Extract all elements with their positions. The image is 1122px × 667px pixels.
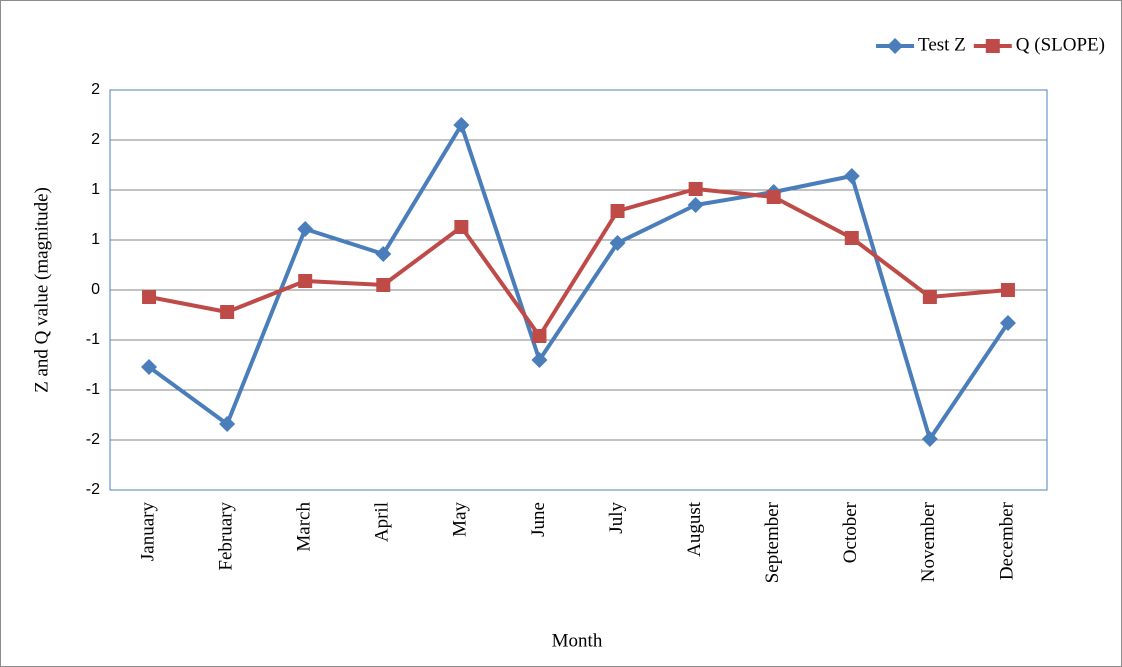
data-point xyxy=(454,220,469,234)
data-point xyxy=(142,290,157,304)
y-tick-label: 1 xyxy=(91,181,100,198)
x-tick-label: May xyxy=(450,502,471,537)
x-tick-label: March xyxy=(294,502,315,552)
x-tick-label: November xyxy=(918,501,939,582)
x-tick-label: October xyxy=(840,501,861,563)
data-point xyxy=(376,278,391,292)
data-point xyxy=(687,197,704,213)
data-point xyxy=(844,231,859,245)
data-point xyxy=(1000,283,1015,297)
data-point xyxy=(220,305,235,319)
y-axis-label: Z and Q value (magnitude) xyxy=(31,187,52,393)
plot-frame xyxy=(109,89,1048,491)
x-tick-label: September xyxy=(762,501,783,583)
data-point xyxy=(688,182,703,196)
legend-marker xyxy=(985,39,1000,53)
x-tick-label: June xyxy=(528,502,549,537)
series-line xyxy=(148,187,1009,338)
y-tick-label: 0 xyxy=(91,281,100,298)
y-tick-label: -1 xyxy=(86,381,100,398)
y-tick-label: 2 xyxy=(91,131,100,148)
data-point xyxy=(843,168,860,184)
data-point xyxy=(297,221,314,237)
data-point xyxy=(141,359,158,375)
legend: Q (SLOPE) Test Z xyxy=(876,34,1105,55)
data-point xyxy=(610,204,625,218)
y-tick-label: 2 xyxy=(91,81,100,98)
data-point xyxy=(999,315,1016,331)
x-tick-label: January xyxy=(137,502,158,562)
x-tick-label: December xyxy=(996,501,1017,580)
data-point xyxy=(766,190,781,204)
data-point xyxy=(219,416,236,432)
data-point xyxy=(531,352,548,368)
legend-label: Q (SLOPE) xyxy=(1016,34,1105,55)
x-tick-label: February xyxy=(215,502,236,571)
data-point xyxy=(922,290,937,304)
x-tick-label: April xyxy=(372,502,393,542)
data-point xyxy=(298,274,313,288)
y-tick-label: 1 xyxy=(91,231,100,248)
y-tick-label: -1 xyxy=(86,331,100,348)
series-line xyxy=(147,123,1010,441)
x-tick-label: July xyxy=(606,502,627,534)
y-tick-label: -2 xyxy=(86,431,100,448)
legend-label: Test Z xyxy=(918,34,966,55)
x-axis-label: Month xyxy=(552,630,603,651)
data-point xyxy=(609,235,626,251)
data-point xyxy=(532,329,547,343)
y-tick-label: -2 xyxy=(86,481,100,498)
x-tick-label: August xyxy=(684,501,705,557)
data-point xyxy=(453,117,470,133)
legend-marker xyxy=(887,38,904,54)
data-point xyxy=(375,246,392,262)
data-point xyxy=(921,431,938,447)
